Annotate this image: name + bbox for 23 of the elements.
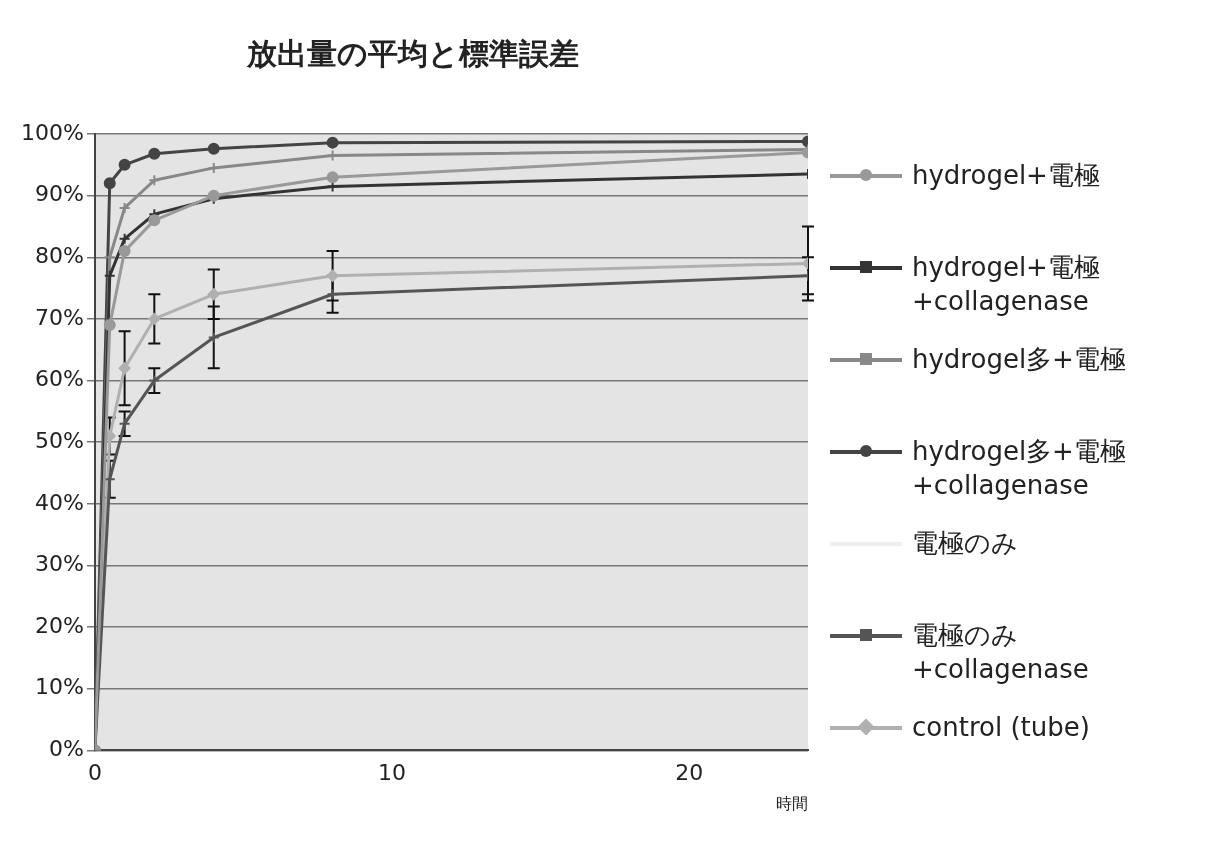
legend-label: 電極のみ (912, 527, 1019, 560)
y-tick-label: 40% (34, 489, 84, 515)
chart-title: 放出量の平均と標準誤差 (246, 35, 579, 71)
y-tick-label: 50% (34, 427, 84, 453)
y-tick-label: 100% (20, 119, 84, 145)
legend-label: hydrogel+電極 (912, 159, 1101, 192)
x-tick-label: 0 (87, 760, 102, 786)
y-tick-label: 10% (34, 674, 84, 700)
x-tick-label: 20 (675, 760, 704, 786)
y-tick-label: 30% (34, 551, 84, 577)
x-tick-label: 10 (378, 760, 407, 786)
x-axis-title: 時間 (776, 793, 808, 813)
legend-label: hydrogel多+電極 +collagenase (912, 435, 1127, 502)
y-tick-label: 0% (48, 736, 84, 762)
y-tick-label: 60% (34, 366, 84, 392)
y-tick-label: 20% (34, 612, 84, 638)
y-tick-label: 70% (34, 304, 84, 330)
legend-label: hydrogel多+電極 (912, 343, 1127, 376)
legend-label: control (tube) (912, 711, 1091, 744)
legend-label: hydrogel+電極 +collagenase (912, 251, 1101, 318)
legend-label: 電極のみ +collagenase (912, 619, 1090, 686)
y-tick-label: 80% (34, 243, 84, 268)
y-tick-label: 90% (34, 181, 84, 207)
